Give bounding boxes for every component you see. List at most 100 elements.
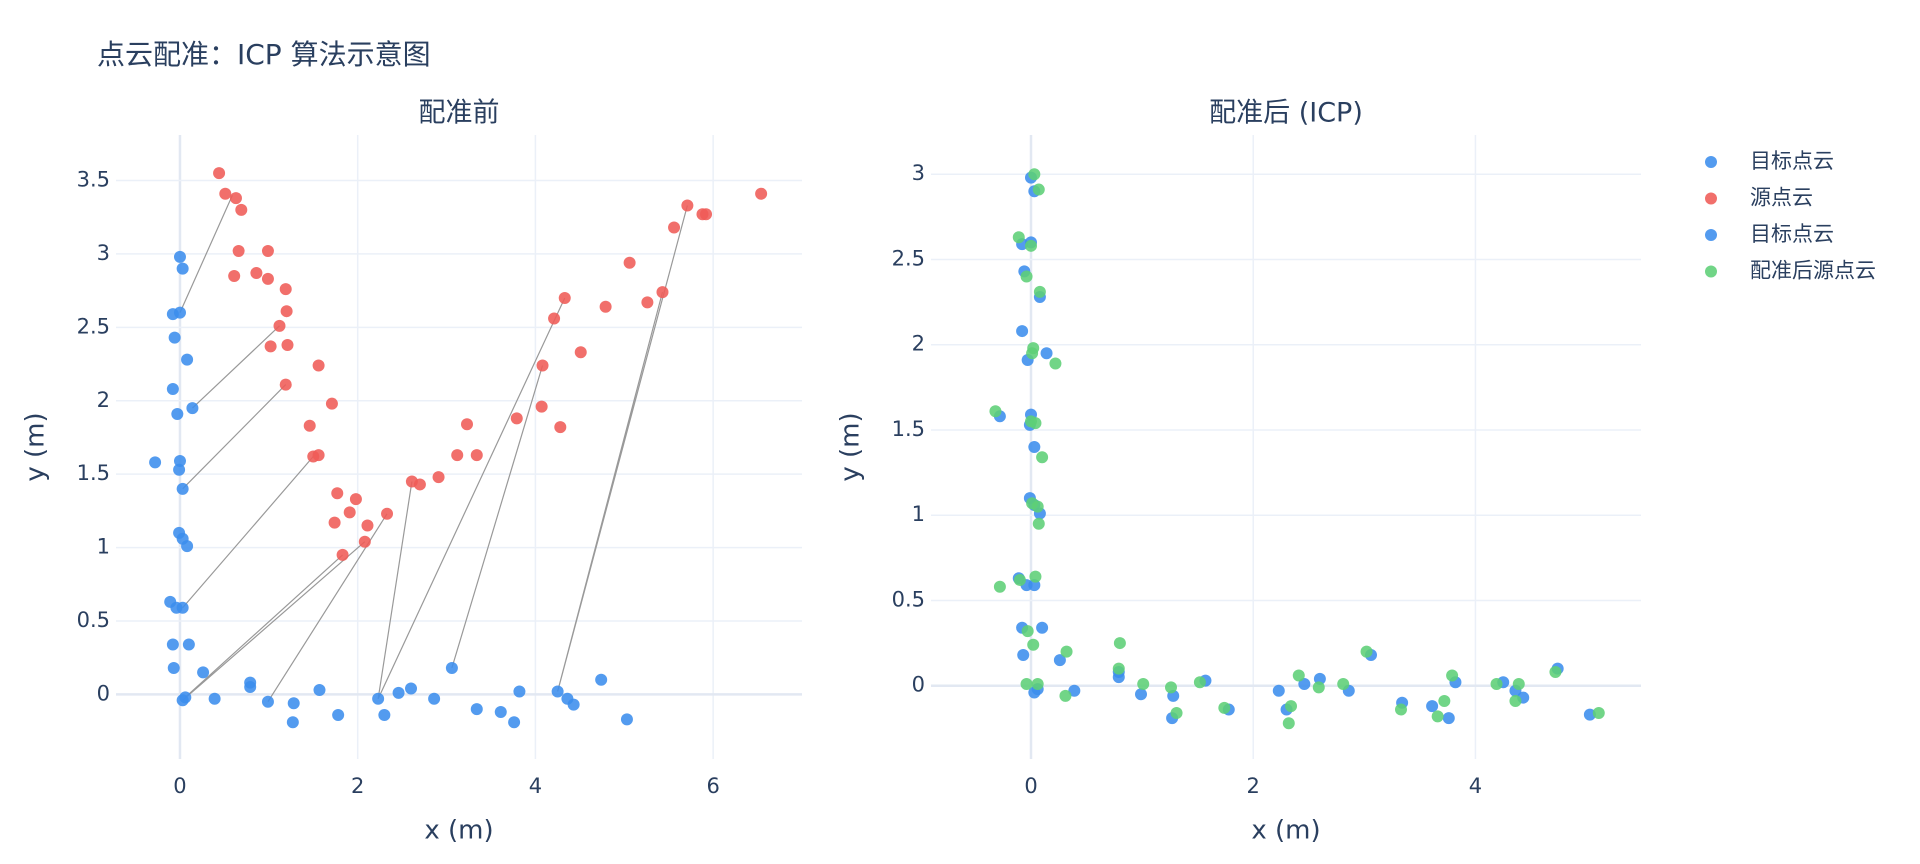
point [181,353,194,366]
point [1017,649,1030,661]
legend-label: 源点云 [1750,186,1813,210]
point [428,692,441,705]
point [548,312,561,325]
point [1112,662,1125,675]
point [470,703,483,716]
point [1135,688,1147,701]
point [1442,712,1455,725]
point [1020,677,1033,690]
point [261,695,274,708]
point [1036,451,1049,464]
point [1285,700,1297,713]
point [1113,637,1126,650]
point [229,192,242,205]
y-tick-label: 0.5 [77,608,110,632]
legend-marker [1705,192,1717,205]
point [219,187,232,200]
point [1031,677,1044,690]
point [1060,645,1073,658]
legend-marker [1705,229,1717,241]
point [535,400,548,413]
point [681,199,694,212]
point [1426,700,1439,713]
point [235,203,248,216]
point [668,221,681,234]
point [273,319,286,332]
point [1036,621,1049,634]
point [181,540,194,553]
subplot-title: 配准前 [419,98,500,129]
point [331,487,344,500]
point [1298,677,1311,690]
point [1029,570,1042,583]
point [641,296,654,309]
point [989,405,1002,418]
point [1112,671,1125,684]
x-tick-label: 0 [173,774,186,798]
point [1012,231,1025,244]
point [623,256,636,269]
y-tick-label: 2.5 [892,246,925,270]
point [1360,645,1373,658]
point [1032,517,1045,530]
point [1025,239,1037,252]
point [510,412,523,425]
y-tick-label: 3 [97,241,110,265]
point [1512,677,1525,690]
x-axis-title: x (m) [424,816,493,846]
point [620,713,633,726]
legend-marker [1705,156,1717,168]
point [494,706,507,719]
x-tick-label: 4 [529,774,542,798]
point [325,397,338,410]
point [303,419,316,432]
point [1027,342,1040,355]
y-tick-label: 0 [97,681,110,705]
point [445,661,458,674]
x-tick-label: 2 [1247,774,1260,798]
x-tick-label: 4 [1469,774,1482,798]
point [1049,357,1062,370]
point [1027,638,1040,651]
point [1282,717,1295,730]
point [281,338,294,351]
point [413,478,426,491]
point [558,291,571,304]
x-tick-label: 2 [351,774,364,798]
point [1137,677,1150,690]
point [264,340,277,353]
point [1490,677,1503,690]
point [171,407,184,420]
point [168,331,181,344]
point [332,708,345,721]
point [1446,669,1459,682]
point [261,244,274,257]
point [1312,681,1325,694]
x-tick-label: 6 [706,774,719,798]
point [567,698,580,711]
point [1020,270,1033,283]
point [173,454,186,467]
point [176,262,189,275]
point [551,685,564,698]
point [392,686,405,699]
point [1583,708,1596,721]
y-tick-label: 0.5 [892,587,925,611]
y-tick-label: 2 [97,388,110,412]
point [1438,695,1451,708]
y-tick-label: 0 [912,673,925,697]
point [176,694,189,707]
y-tick-label: 1 [912,502,925,526]
point [378,708,391,721]
point [313,683,326,696]
y-tick-label: 3.5 [77,168,110,192]
point [1592,706,1605,719]
legend-label: 目标点云 [1750,149,1834,173]
point [166,383,179,396]
point [1016,325,1029,338]
point [176,601,189,614]
point [250,267,263,280]
point [343,506,356,519]
point [574,346,587,359]
point [186,402,199,415]
